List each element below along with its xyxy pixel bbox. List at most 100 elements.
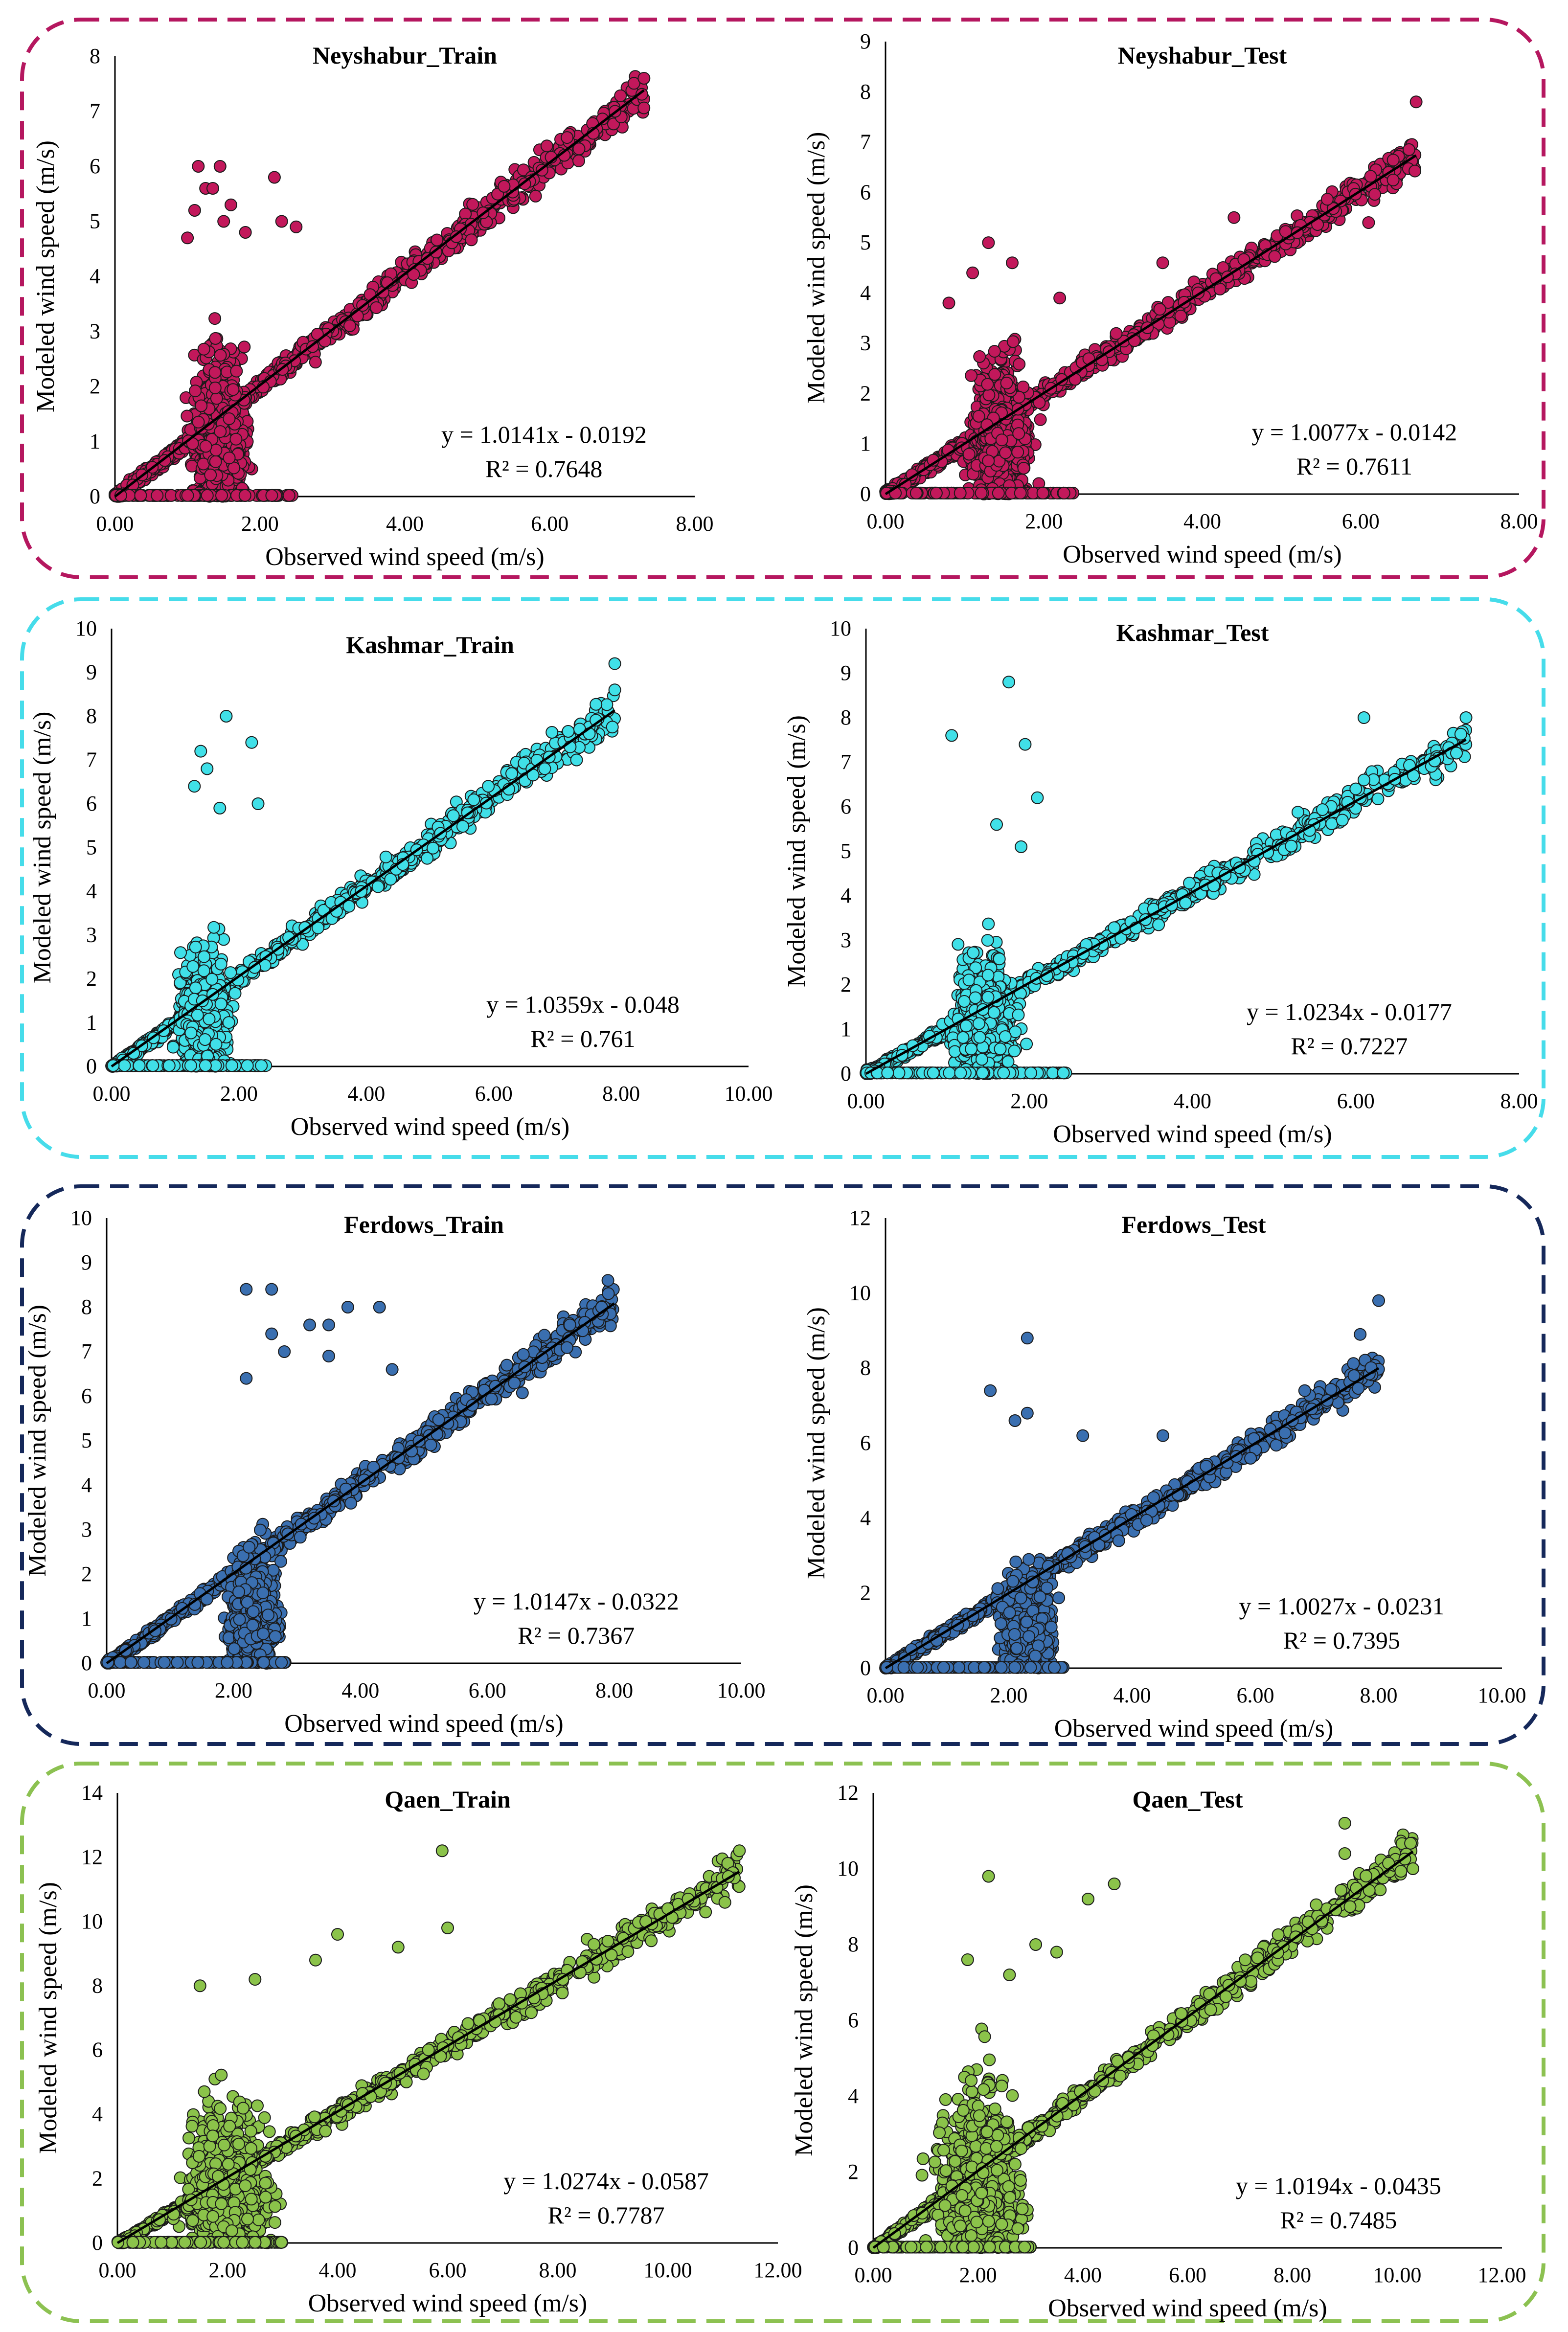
y-tick-label: 0 [90, 484, 100, 508]
scatter-point [988, 368, 1001, 381]
scatter-point [188, 204, 201, 217]
x-tick-label: 0.00 [96, 512, 134, 536]
scatter-point [561, 131, 574, 144]
scatter-point [909, 486, 923, 499]
y-axis-label: Modeled wind speed (m/s) [802, 132, 830, 404]
scatter-point [217, 215, 230, 228]
x-tick-label: 6.00 [531, 512, 568, 536]
scatter-point [199, 440, 212, 453]
y-tick-label: 3 [86, 923, 97, 947]
y-tick-label: 2 [860, 381, 871, 405]
scatter-point [238, 340, 251, 354]
x-tick-label: 2.00 [241, 512, 279, 536]
group-frame-kashmar [20, 597, 1545, 1159]
scatter-point [230, 364, 243, 378]
scatter-point [282, 489, 295, 502]
y-tick-label: 5 [90, 209, 100, 233]
scatter-point [1036, 486, 1049, 499]
scatter-point [1227, 211, 1241, 224]
scatter-point [1386, 174, 1400, 186]
scatter-point [992, 486, 1005, 499]
scatter-point [973, 350, 986, 363]
scatter-point [1000, 377, 1013, 389]
x-tick-label: 6.00 [1342, 509, 1380, 533]
y-tick-label: 4 [90, 264, 100, 288]
group-frame-qaen [20, 1762, 1545, 2323]
x-tick-label: 8.00 [1500, 509, 1538, 533]
scatter-point [466, 198, 479, 211]
scatter-point [214, 425, 227, 438]
scatter-point [995, 433, 1008, 447]
y-tick-label: 3 [860, 331, 871, 355]
scatter-point [1034, 413, 1047, 426]
scatter-point [1053, 292, 1067, 305]
y-tick-label: 7 [90, 99, 100, 123]
scatter-point [637, 72, 651, 85]
scatter-point [1013, 358, 1026, 371]
x-tick-label: 0.00 [93, 1082, 131, 1106]
scatter-point [930, 486, 943, 499]
y-tick-label: 2 [90, 374, 100, 398]
scatter-point [637, 101, 651, 114]
scatter-point [981, 378, 994, 391]
scatter-point [1402, 143, 1415, 156]
y-tick-label: 7 [86, 748, 97, 772]
scatter-point [1006, 335, 1020, 348]
x-tick-label: 8.00 [676, 512, 714, 536]
scatter-point [1156, 256, 1169, 270]
x-tick-label: 10.00 [725, 1082, 773, 1106]
scatter-point [982, 454, 995, 468]
scatter-point [227, 383, 240, 396]
x-tick-label: 2.00 [1025, 509, 1063, 533]
scatter-point [290, 220, 303, 233]
r-squared-label: R² = 0.7648 [485, 455, 602, 482]
scatter-point [942, 296, 955, 310]
scatter-point [1368, 188, 1382, 201]
scatter-point [1011, 446, 1024, 459]
scatter-point [192, 415, 205, 429]
scatter-point [540, 139, 553, 153]
scatter-point [572, 154, 585, 167]
scatter-point [1012, 427, 1025, 440]
scatter-point [982, 236, 995, 249]
scatter-point [614, 89, 627, 102]
scatter-point [275, 215, 288, 228]
y-tick-label: 9 [86, 660, 97, 684]
scatter-point [965, 369, 978, 382]
scatter-point [370, 301, 383, 314]
chart-title: Kashmar_Train [346, 631, 514, 658]
scatter-point [209, 332, 222, 345]
scatter-point [975, 486, 988, 499]
y-tick-label: 8 [86, 704, 97, 728]
y-axis-label: Modeled wind speed (m/s) [32, 140, 60, 412]
scatter-point [195, 399, 208, 412]
scatter-point [431, 233, 444, 247]
y-tick-label: 6 [86, 792, 97, 815]
y-tick-label: 4 [86, 879, 97, 903]
y-tick-label: 8 [90, 44, 100, 68]
scatter-point [1006, 256, 1019, 270]
scatter-point [134, 489, 147, 502]
x-axis-label: Observed wind speed (m/s) [291, 1113, 569, 1141]
y-tick-label: 6 [860, 180, 871, 204]
scatter-point [1268, 250, 1281, 263]
y-tick-label: 9 [860, 29, 871, 53]
y-tick-label: 5 [860, 230, 871, 254]
y-tick-label: 10 [75, 616, 97, 640]
scatter-point [343, 319, 356, 332]
scatter-point [204, 468, 217, 481]
chart-title: Neyshabur_Test [1118, 42, 1287, 69]
y-tick-label: 6 [90, 154, 100, 178]
x-tick-label: 4.00 [347, 1082, 385, 1106]
scatter-point [209, 455, 222, 468]
scatter-point [309, 356, 322, 369]
scatter-point [192, 160, 205, 173]
r-squared-label: R² = 0.7611 [1296, 453, 1412, 480]
scatter-point [1320, 193, 1334, 206]
x-axis-label: Observed wind speed (m/s) [1063, 541, 1341, 568]
scatter-point [210, 392, 223, 405]
